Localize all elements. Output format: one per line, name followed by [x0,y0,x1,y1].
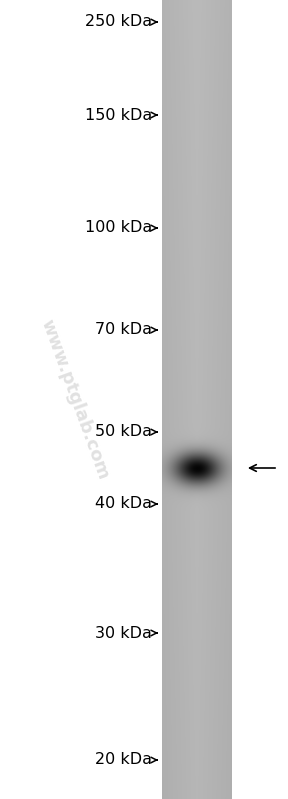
Text: 50 kDa: 50 kDa [95,424,152,439]
Text: 30 kDa: 30 kDa [95,626,152,641]
Text: www.ptglab.com: www.ptglab.com [37,317,112,483]
Text: 40 kDa: 40 kDa [95,496,152,511]
Text: 70 kDa: 70 kDa [95,323,152,337]
Text: 250 kDa: 250 kDa [85,14,152,30]
Text: 150 kDa: 150 kDa [85,108,152,122]
Text: 20 kDa: 20 kDa [95,753,152,768]
Text: 100 kDa: 100 kDa [85,221,152,236]
